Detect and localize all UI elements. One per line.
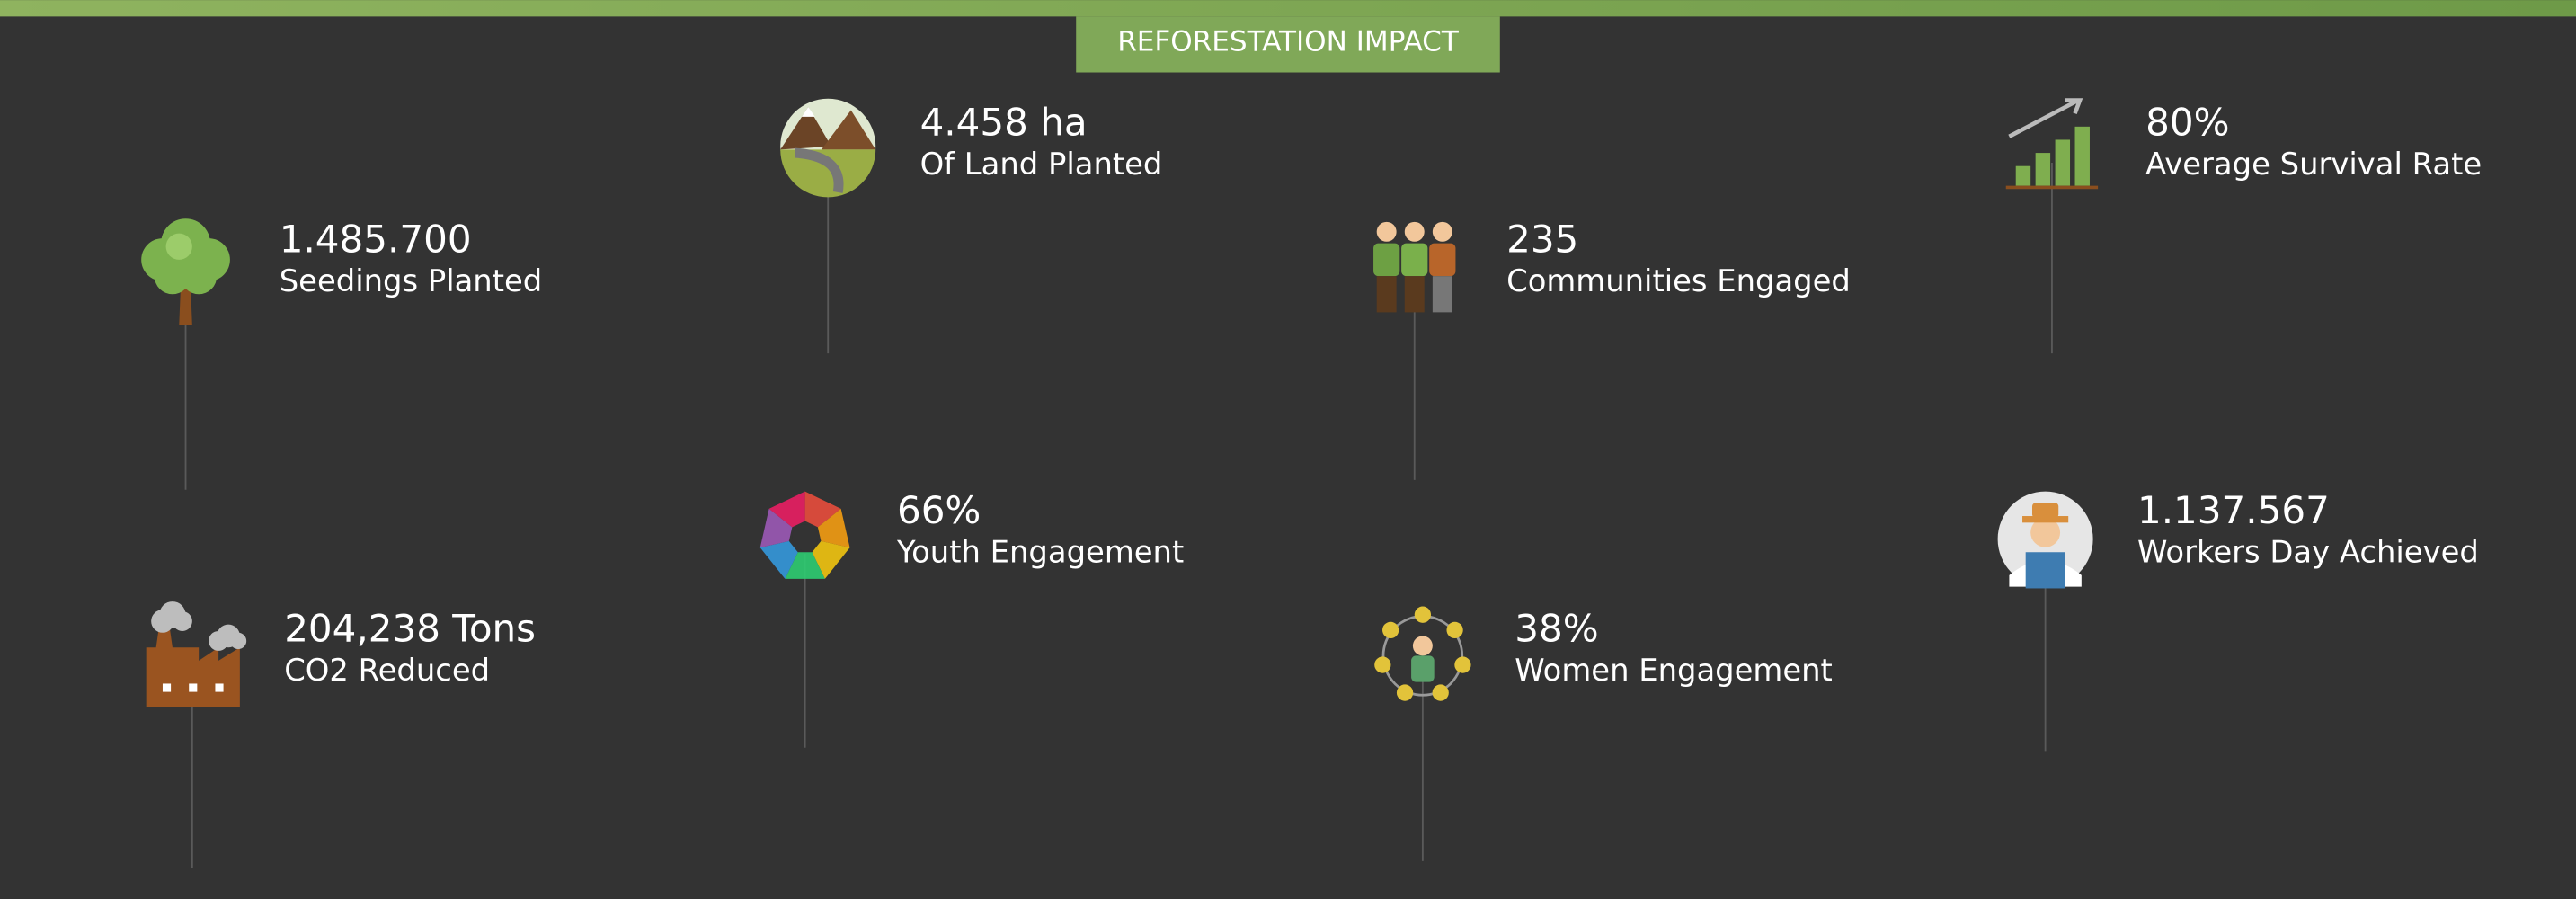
wheel-segment	[785, 552, 825, 579]
stat-value: 235	[1506, 217, 1578, 261]
road	[795, 147, 844, 193]
icon	[1373, 221, 1456, 313]
bar	[2074, 126, 2090, 186]
ring-dot	[1382, 621, 1399, 639]
impact-item: 80%Average Survival Rate	[2005, 98, 2482, 354]
ring-dot	[1454, 656, 1471, 673]
wheel-center	[792, 524, 819, 551]
icon	[1997, 491, 2093, 589]
arrow	[2008, 98, 2083, 138]
window	[189, 683, 198, 692]
wheel-segment	[804, 491, 841, 528]
ring-dot	[1446, 621, 1463, 639]
ground	[780, 149, 876, 198]
window	[215, 683, 224, 692]
stat-label: Youth Engagement	[896, 535, 1184, 570]
bar	[2035, 153, 2051, 186]
stat-label: Average Survival Rate	[2145, 147, 2482, 182]
foliage	[165, 233, 192, 260]
body	[1429, 243, 1456, 277]
hat-brim	[2022, 516, 2069, 523]
stat-label: Workers Day Achieved	[2137, 535, 2479, 570]
face	[2030, 517, 2061, 547]
stat-label: Communities Engaged	[1506, 263, 1851, 298]
body	[1411, 655, 1435, 682]
head	[1376, 221, 1397, 242]
stat-value: 204,238 Tons	[284, 606, 536, 650]
stat-label: CO2 Reduced	[284, 653, 490, 688]
ring-dot	[1414, 606, 1432, 623]
legs	[1376, 276, 1397, 313]
ring-dot	[1432, 684, 1449, 701]
window	[162, 683, 172, 692]
head	[1412, 636, 1433, 656]
cloud	[229, 632, 247, 650]
icon	[1374, 606, 1471, 701]
cloud	[172, 611, 192, 631]
impact-item: 38%Women Engagement	[1374, 606, 1833, 861]
bar	[2015, 165, 2031, 186]
icon	[141, 218, 230, 326]
icon	[759, 491, 850, 579]
hat-top	[2031, 503, 2059, 518]
stat-value: 38%	[1515, 606, 1598, 650]
stat-label: Seedings Planted	[280, 263, 543, 298]
wheel-segment	[759, 508, 793, 548]
title-box	[1076, 16, 1500, 73]
head	[1404, 221, 1425, 242]
body	[1401, 243, 1428, 277]
wheel-segment	[817, 508, 850, 548]
impact-item: 66%Youth Engagement	[759, 488, 1184, 748]
title: REFORESTATION IMPACT	[1117, 26, 1460, 58]
mountain	[821, 110, 876, 150]
stat-value: 80%	[2145, 101, 2229, 145]
mountain	[780, 106, 831, 150]
wheel-segment	[812, 540, 850, 579]
icon	[780, 98, 876, 198]
ring-dot	[1374, 656, 1391, 673]
stat-value: 4.458 ha	[920, 101, 1088, 145]
icon	[146, 601, 247, 708]
stat-value: 1.485.700	[280, 217, 472, 261]
legs	[1432, 276, 1452, 313]
bar	[2055, 139, 2071, 186]
ring-dot	[1396, 684, 1414, 701]
wheel-segment	[759, 540, 798, 579]
stat-value: 66%	[897, 488, 981, 532]
overalls	[2025, 552, 2065, 589]
top-stripe	[0, 0, 2576, 17]
legs	[1404, 276, 1425, 313]
stat-label: Women Engagement	[1515, 653, 1833, 688]
head	[1432, 221, 1452, 242]
snow	[801, 106, 815, 117]
stat-label: Of Land Planted	[920, 147, 1163, 182]
icon	[2005, 98, 2099, 190]
body	[1373, 243, 1400, 277]
wheel-segment	[768, 491, 805, 528]
stat-value: 1.137.567	[2137, 488, 2330, 532]
